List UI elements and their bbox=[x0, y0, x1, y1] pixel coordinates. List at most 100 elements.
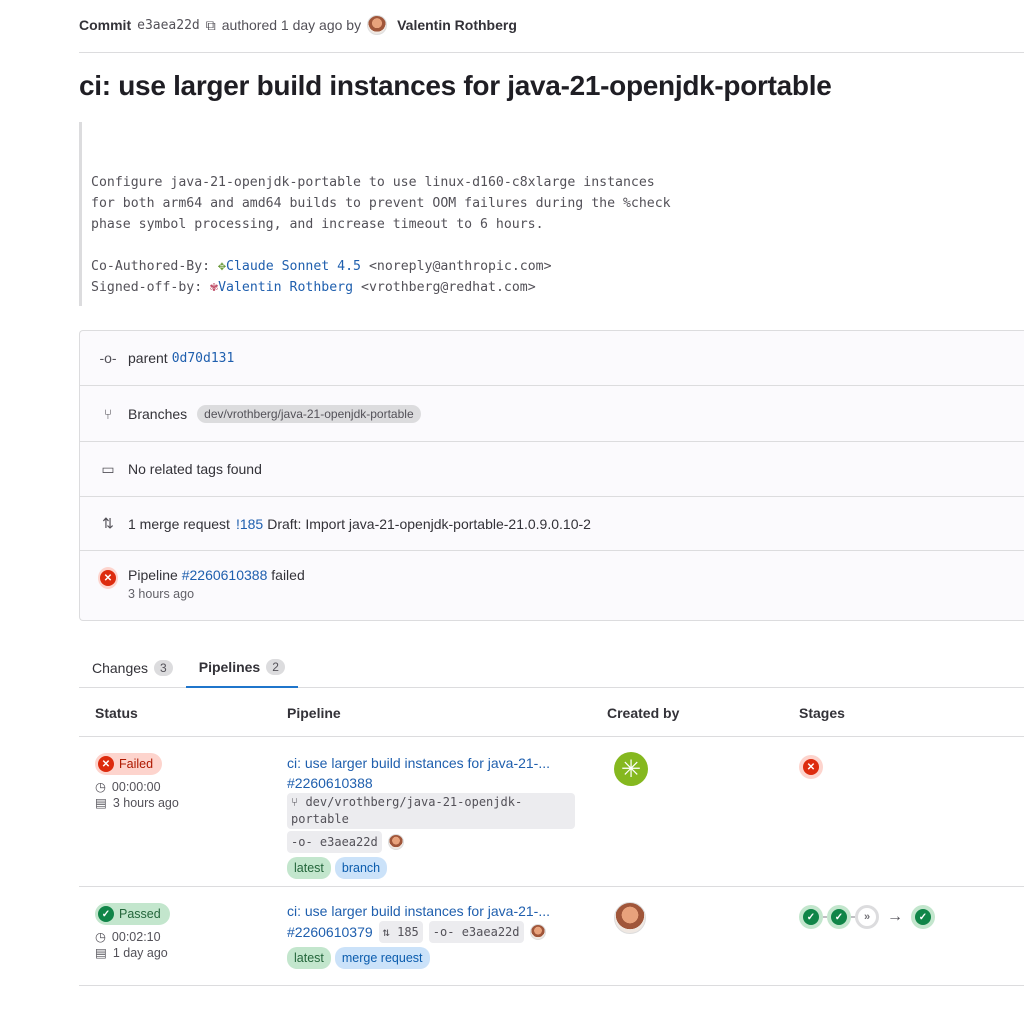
pipeline-id-link[interactable]: #2260610379 bbox=[287, 924, 373, 940]
stage-skipped-icon[interactable]: » bbox=[855, 905, 879, 929]
pipeline-row: ✕ Pipeline #2260610388 failed 3 hours ag… bbox=[80, 551, 1024, 620]
tag-latest: latest bbox=[287, 857, 331, 879]
merge-request-row: ⇅ 1 merge request !185 Draft: Import jav… bbox=[80, 497, 1024, 551]
stage-failed-icon[interactable]: ✕ bbox=[799, 755, 823, 779]
branch-pill[interactable]: dev/vrothberg/java-21-openjdk-portable bbox=[197, 404, 421, 423]
coauthor-link[interactable]: Claude Sonnet 4.5 bbox=[226, 259, 361, 274]
commit-label: Commit bbox=[79, 17, 132, 33]
commit-icon: -o- bbox=[99, 350, 117, 366]
mr-chip[interactable]: ⇅ 185 bbox=[378, 921, 423, 943]
tab-count: 3 bbox=[154, 660, 173, 676]
mr-prefix: 1 merge request bbox=[128, 515, 230, 532]
stage-success-icon[interactable]: ✓ bbox=[827, 905, 851, 929]
status-badge[interactable]: ✕ Failed bbox=[95, 753, 163, 775]
tab-changes[interactable]: Changes 3 bbox=[79, 648, 186, 688]
tags-row: ▭ No related tags found bbox=[80, 442, 1024, 497]
pipeline-label: Pipeline bbox=[128, 567, 178, 583]
tab-label: Pipelines bbox=[198, 659, 261, 675]
mr-link[interactable]: !185 bbox=[235, 515, 264, 532]
merge-request-icon: ⇅ bbox=[102, 515, 114, 531]
pipeline-time: 3 hours ago bbox=[128, 587, 195, 601]
time: 3 hours ago bbox=[112, 796, 179, 810]
stage-success-icon[interactable]: ✓ bbox=[799, 905, 823, 929]
failed-icon: ✕ bbox=[98, 756, 114, 772]
status-failed-icon: ✕ bbox=[98, 567, 118, 589]
page-title: ci: use larger build instances for java-… bbox=[79, 70, 832, 101]
branches-label: Branches bbox=[128, 405, 188, 422]
calendar-icon: ▤ bbox=[95, 946, 107, 960]
branch-chip[interactable]: ⑂ dev/vrothberg/java-21-openjdk-portable bbox=[287, 793, 575, 829]
mr-number: 185 bbox=[397, 925, 419, 939]
commit-sha: e3aea22d bbox=[319, 835, 378, 849]
stages: ✕ bbox=[799, 755, 823, 779]
duration: 00:00:00 bbox=[111, 780, 161, 794]
authored-text: authored 1 day ago by bbox=[221, 17, 362, 33]
coauthor-email: <noreply@anthropic.com> bbox=[368, 259, 552, 274]
committer-avatar[interactable] bbox=[529, 924, 546, 940]
pipeline-title-link[interactable]: ci: use larger build instances for java-… bbox=[287, 755, 551, 771]
signoff-link[interactable]: Valentin Rothberg bbox=[218, 280, 354, 295]
branches-row: ⑂ Branches dev/vrothberg/java-21-openjdk… bbox=[80, 386, 1024, 442]
tag-branch: branch bbox=[334, 857, 388, 879]
tag-icon: ▭ bbox=[101, 460, 115, 477]
col-stages: Stages bbox=[799, 705, 845, 721]
stages: ✓ ✓ » → ✓ bbox=[799, 905, 935, 929]
timer-icon: ◷ bbox=[95, 930, 106, 944]
tab-pipelines[interactable]: Pipelines 2 bbox=[185, 648, 298, 688]
coauthor-label: Co-Authored-By: bbox=[91, 259, 211, 274]
tags-text: No related tags found bbox=[128, 461, 262, 477]
pipeline-link[interactable]: #2260610388 bbox=[181, 567, 268, 583]
stage-connector bbox=[851, 916, 855, 918]
tabs: Changes 3 Pipelines 2 bbox=[79, 648, 1024, 688]
duration: 00:02:10 bbox=[111, 930, 161, 944]
table-header: Status Pipeline Created by Stages bbox=[79, 688, 1024, 737]
creator-avatar[interactable] bbox=[614, 902, 646, 934]
arrow-right-icon: → bbox=[887, 908, 903, 925]
copy-icon[interactable]: ⧉ bbox=[205, 16, 216, 33]
status-text: Passed bbox=[119, 907, 161, 921]
author-name[interactable]: Valentin Rothberg bbox=[397, 17, 517, 33]
time: 1 day ago bbox=[112, 946, 168, 960]
committer-avatar[interactable] bbox=[387, 834, 404, 850]
passed-icon: ✓ bbox=[98, 906, 114, 922]
commit-sha: e3aea22d bbox=[137, 17, 200, 33]
commit-sha: e3aea22d bbox=[461, 925, 520, 939]
divider bbox=[79, 52, 1024, 53]
creator-avatar[interactable]: ✳ bbox=[614, 752, 648, 786]
message-line: Configure java-21-openjdk-portable to us… bbox=[91, 175, 655, 190]
tag-latest: latest bbox=[287, 947, 331, 969]
pipeline-title-link[interactable]: ci: use larger build instances for java-… bbox=[287, 903, 551, 919]
parent-sha-link[interactable]: 0d70d131 bbox=[171, 350, 235, 366]
signoff-avatar-icon: ✾ bbox=[210, 280, 219, 295]
status-text: Failed bbox=[119, 757, 154, 771]
stage-connector bbox=[823, 916, 827, 918]
tag-merge-request: merge request bbox=[334, 947, 430, 969]
branch-icon: ⑂ bbox=[291, 795, 299, 809]
table-row: ✓ Passed ◷ 00:02:10 ▤ 1 day ago ci: use lar… bbox=[79, 887, 1024, 986]
tab-count: 2 bbox=[266, 659, 285, 675]
table-row: ✕ Failed ◷ 00:00:00 ▤ 3 hours ago ci: use l… bbox=[79, 737, 1024, 887]
status-badge[interactable]: ✓ Passed bbox=[95, 903, 170, 925]
pipeline-status: failed bbox=[271, 567, 305, 583]
branch-name: dev/vrothberg/java-21-openjdk-portable bbox=[291, 795, 523, 826]
commit-chip[interactable]: -o- e3aea22d bbox=[428, 921, 524, 943]
commit-message: Configure java-21-openjdk-portable to us… bbox=[79, 122, 671, 306]
col-created-by: Created by bbox=[607, 705, 680, 721]
commit-chip[interactable]: -o- e3aea22d bbox=[287, 831, 382, 853]
pipeline-id-link[interactable]: #2260610388 bbox=[287, 775, 373, 791]
tab-label: Changes bbox=[92, 660, 149, 676]
signoff-email: <vrothberg@redhat.com> bbox=[361, 280, 536, 295]
commit-info-card: -o- parent 0d70d131 ⑂ Branches dev/vroth… bbox=[79, 330, 1024, 621]
signoff-label: Signed-off-by: bbox=[91, 280, 203, 295]
parent-label: parent bbox=[128, 350, 168, 366]
stage-success-icon[interactable]: ✓ bbox=[911, 905, 935, 929]
claude-avatar-icon: ✥ bbox=[218, 259, 226, 274]
col-pipeline: Pipeline bbox=[287, 705, 341, 721]
message-line: phase symbol processing, and increase ti… bbox=[91, 217, 544, 232]
author-avatar[interactable] bbox=[367, 15, 388, 35]
branch-icon: ⑂ bbox=[103, 405, 113, 422]
parent-row: -o- parent 0d70d131 bbox=[80, 331, 1024, 386]
timer-icon: ◷ bbox=[95, 780, 106, 794]
commit-header: Commit e3aea22d ⧉ authored 1 day ago by … bbox=[79, 14, 517, 36]
calendar-icon: ▤ bbox=[95, 796, 107, 810]
